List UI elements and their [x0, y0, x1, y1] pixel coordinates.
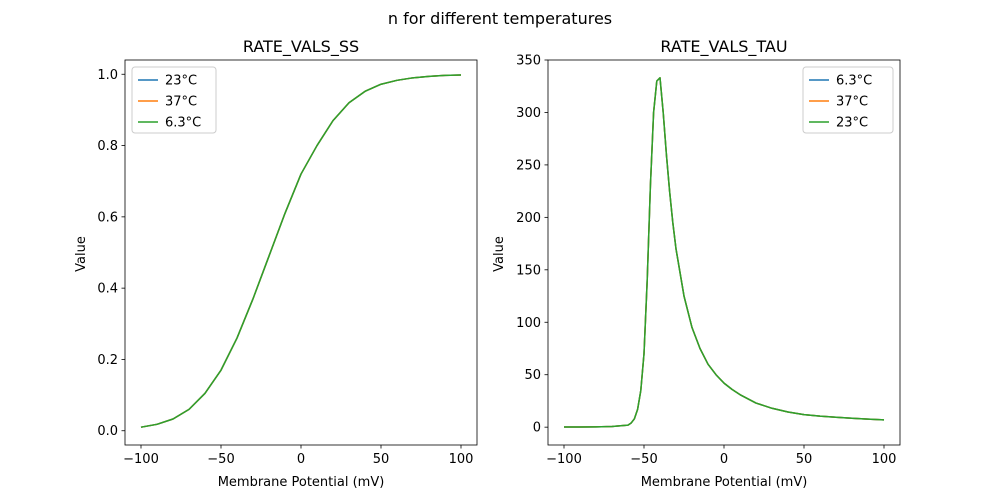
subplot-tau-series-line-2 — [564, 77, 885, 428]
subplot-ss-legend-label: 23°C — [165, 74, 197, 89]
subplot-tau-ytick-label: 50 — [524, 368, 541, 383]
subplot-tau-ytick-label: 100 — [516, 316, 541, 331]
subplot-ss-xtick-label: −100 — [123, 452, 159, 467]
subplot-ss-ytick-label: 0.6 — [97, 210, 118, 225]
subplot-tau-ytick-label: 200 — [516, 211, 541, 226]
subplot-tau: RATE_VALS_TAU Membrane Potential (mV) Va… — [492, 37, 901, 490]
subplot-tau-legend-label: 23°C — [836, 116, 868, 131]
subplot-ss-xtick-label: 0 — [297, 452, 305, 467]
subplot-ss-xtick-label: −50 — [207, 452, 234, 467]
subplot-tau-legend-label: 6.3°C — [836, 74, 872, 89]
subplot-ss-xlabel: Membrane Potential (mV) — [218, 475, 385, 490]
subplot-ss-ytick-label: 0.0 — [97, 424, 118, 439]
subplot-ss-ytick-label: 0.4 — [97, 282, 118, 297]
subplot-ss-xtick-label: 50 — [373, 452, 390, 467]
subplot-tau-xtick-label: 0 — [720, 452, 728, 467]
subplot-tau-xtick-label: 50 — [796, 452, 813, 467]
subplot-tau-legend-box — [802, 66, 894, 134]
subplot-tau-ylabel: Value — [492, 236, 507, 272]
subplot-tau-xtick-label: −50 — [630, 452, 657, 467]
subplot-tau-xtick-label: −100 — [546, 452, 582, 467]
subplot-tau-ytick-label: 300 — [516, 106, 541, 121]
subplot-ss-title: RATE_VALS_SS — [243, 37, 359, 57]
subplot-tau-ytick-label: 150 — [516, 263, 541, 278]
subplot-ss-ytick-label: 1.0 — [97, 68, 118, 83]
subplot-ss-xtick-label: 100 — [449, 452, 474, 467]
subplot-tau-ytick-label: 0 — [533, 421, 541, 436]
subplot-tau-ytick-label: 250 — [516, 158, 541, 173]
subplot-tau-legend-label: 37°C — [836, 95, 868, 110]
subplot-ss-legend-box — [131, 66, 217, 134]
subplot-ss: RATE_VALS_SS Membrane Potential (mV) Val… — [74, 37, 478, 490]
subplot-tau-xlabel: Membrane Potential (mV) — [641, 475, 808, 490]
subplot-tau-xtick-label: 100 — [872, 452, 897, 467]
figure-suptitle: n for different temperatures — [388, 9, 612, 28]
subplot-ss-ytick-label: 0.2 — [97, 353, 118, 368]
subplot-ss-legend-label: 6.3°C — [165, 116, 201, 131]
subplot-ss-ytick-label: 0.8 — [97, 139, 118, 154]
subplot-ss-legend-label: 37°C — [165, 95, 197, 110]
subplot-ss-series-line-2 — [140, 74, 462, 428]
subplot-tau-ytick-label: 350 — [516, 54, 541, 69]
subplot-tau-title: RATE_VALS_TAU — [660, 37, 787, 57]
subplot-ss-ylabel: Value — [74, 236, 89, 272]
